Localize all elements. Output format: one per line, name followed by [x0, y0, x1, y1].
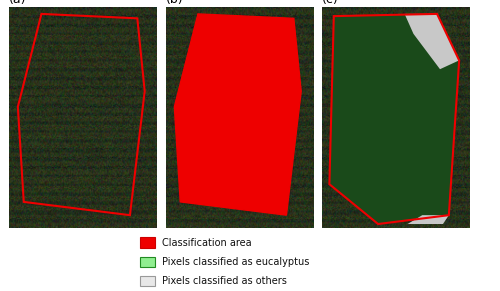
- Text: Pixels classified as others: Pixels classified as others: [162, 276, 287, 286]
- Text: Pixels classified as eucalyptus: Pixels classified as eucalyptus: [162, 257, 310, 267]
- Text: (c): (c): [322, 0, 339, 6]
- Polygon shape: [174, 14, 301, 215]
- Text: Classification area: Classification area: [162, 238, 252, 248]
- Bar: [140, 276, 155, 286]
- Polygon shape: [404, 14, 459, 69]
- Polygon shape: [330, 14, 459, 224]
- Bar: [140, 237, 155, 248]
- Text: (b): (b): [166, 0, 183, 6]
- Bar: [140, 257, 155, 267]
- Polygon shape: [408, 215, 449, 224]
- Text: (a): (a): [9, 0, 26, 6]
